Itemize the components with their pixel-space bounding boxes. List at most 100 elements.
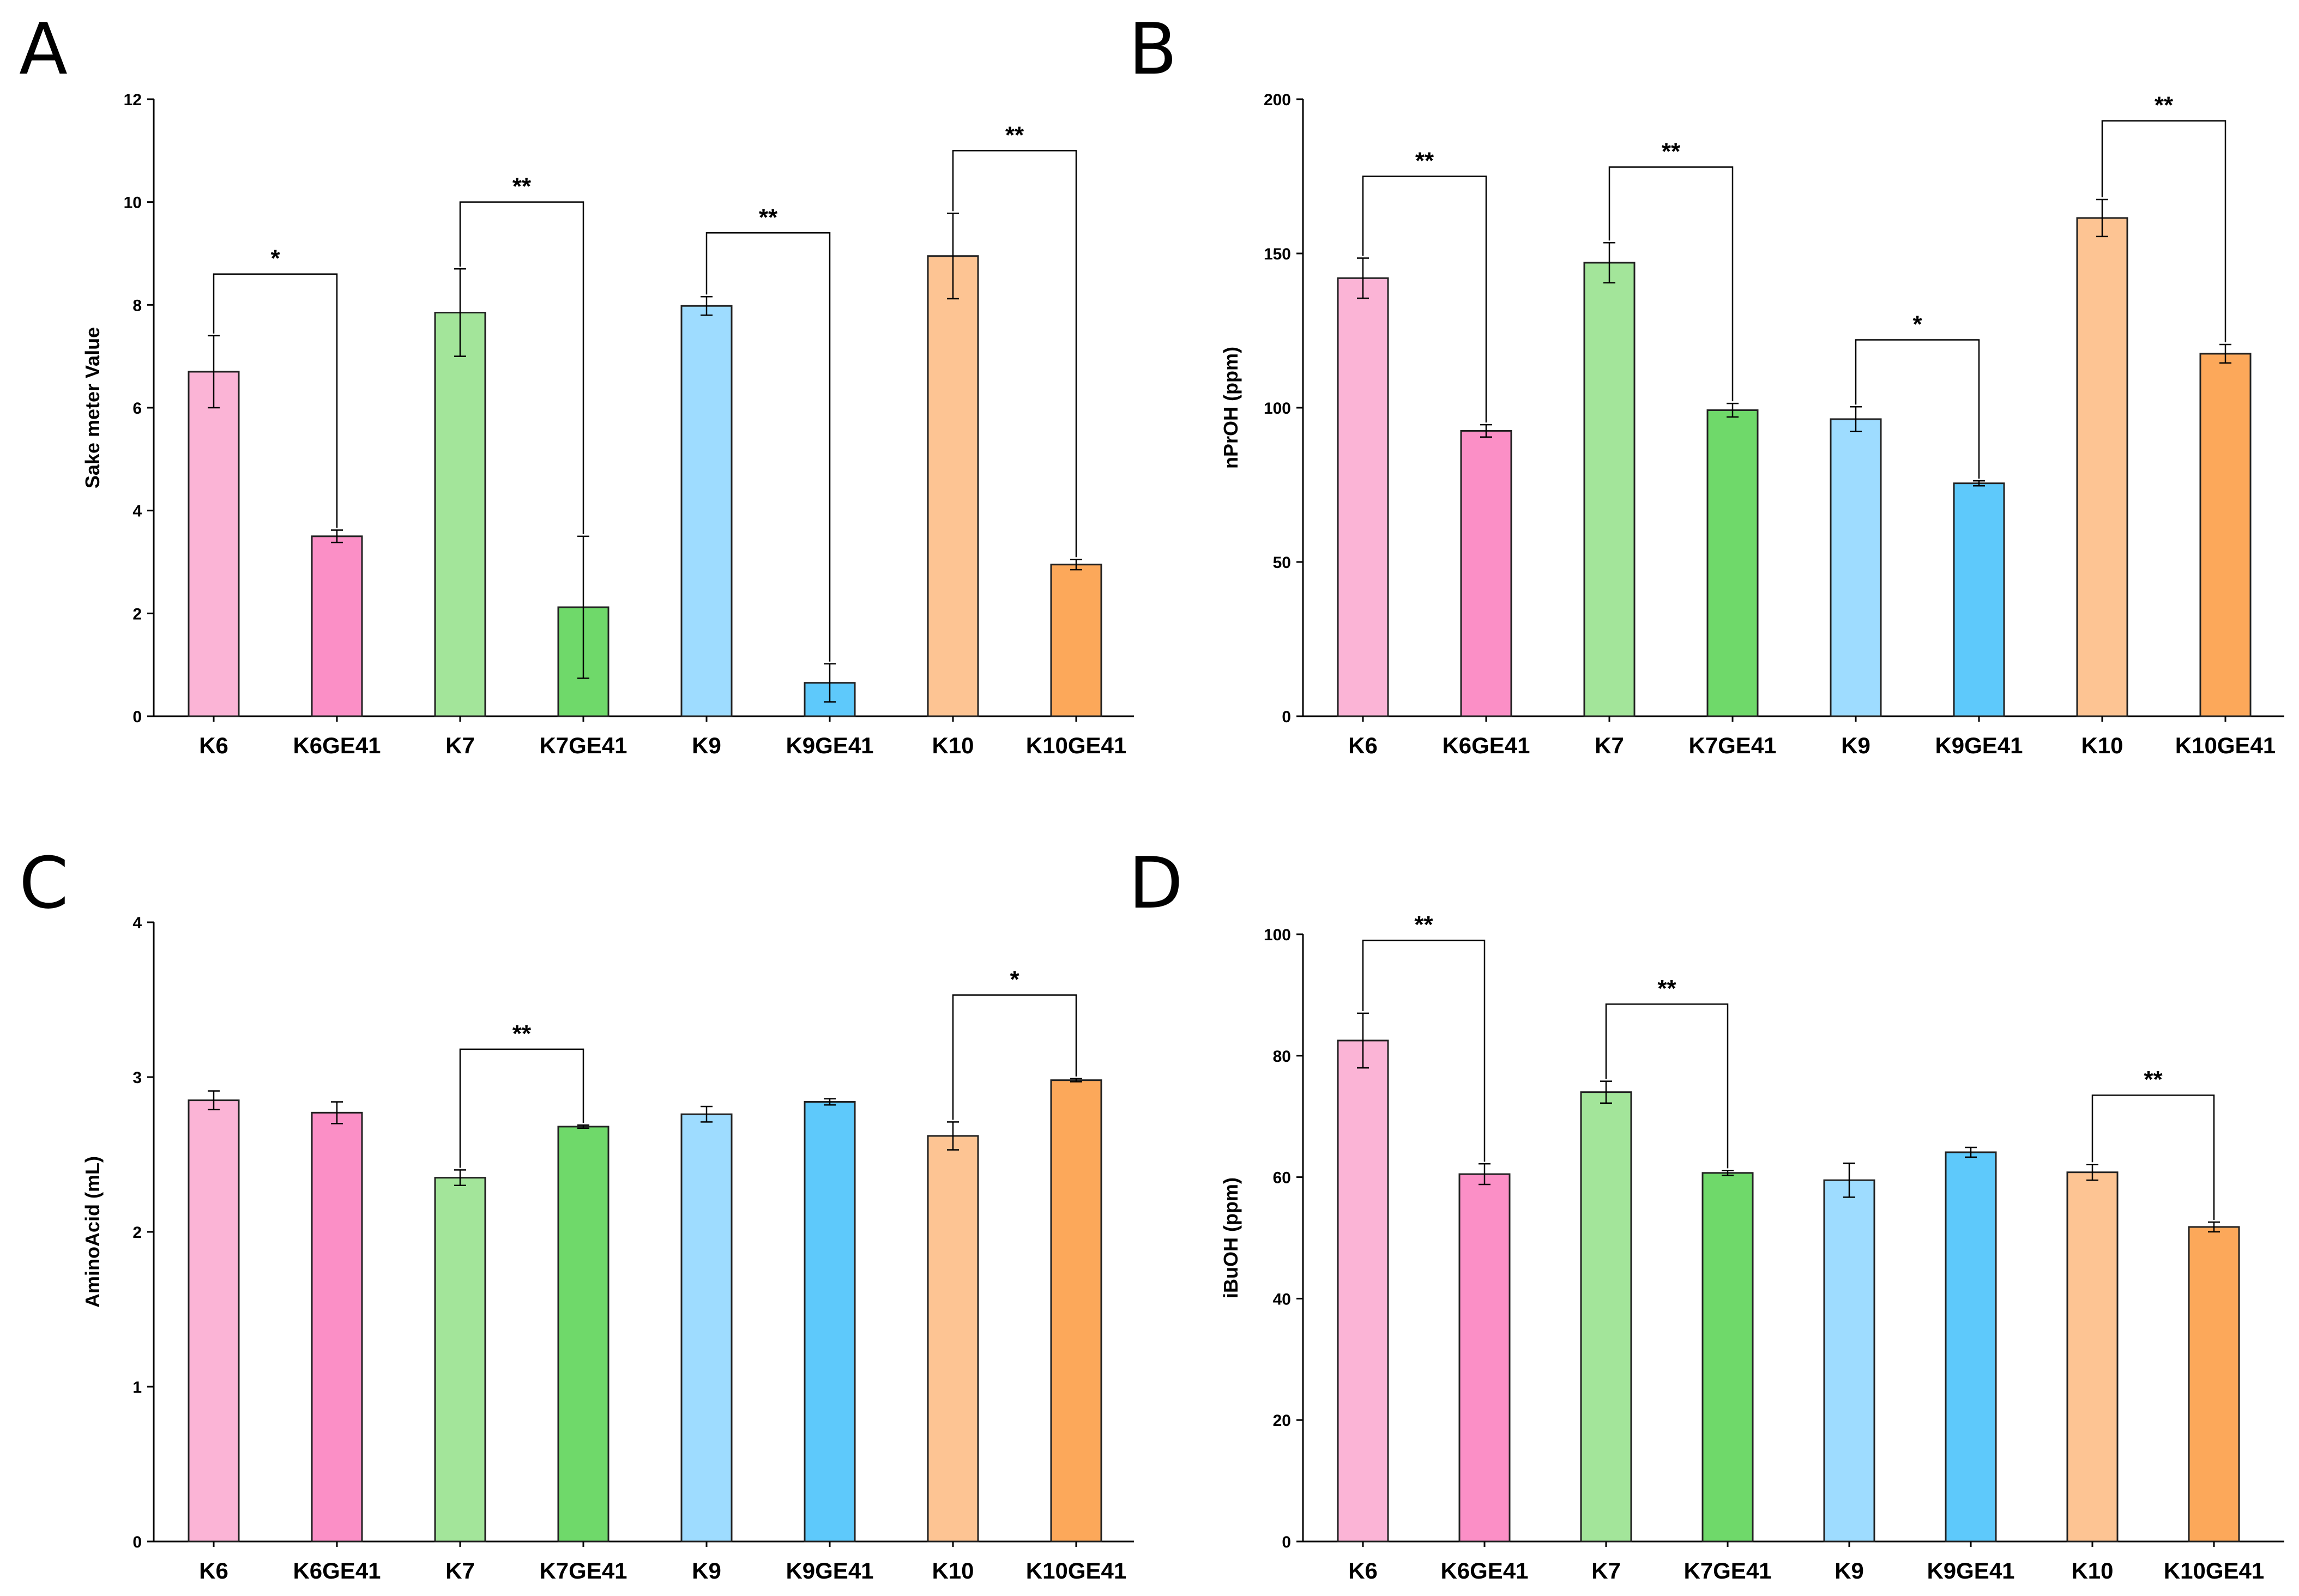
chart-panel-a: A 0 2 4 6 8 10 12 Sake meter Value K6 K6GE41 K7 K7GE… (19, 8, 1134, 758)
error-bar-k6ge41 (331, 1101, 343, 1125)
error-bar-k7 (454, 268, 466, 357)
bar-k9 (1823, 1179, 1875, 1543)
y-tick-label: 2 (132, 605, 142, 623)
x-tick-label: K7GE41 (539, 733, 627, 758)
panel-letter: B (1129, 8, 1177, 90)
x-tick-label: K10GE41 (1026, 1558, 1126, 1583)
x-tick-label: K6 (1348, 1558, 1378, 1583)
significance-label: * (1010, 966, 1019, 993)
y-tick-label: 50 (1273, 554, 1291, 572)
significance-bracket (213, 273, 338, 528)
x-tick-label: K6GE41 (293, 1558, 381, 1583)
chart-panel-b: B 0 50 100 150 200 nPrOH (ppm) K6 K6GE41 K7 K7GE41… (1129, 8, 2284, 758)
y-tick-label: 1 (132, 1379, 142, 1396)
error-bar-k10ge41 (1070, 559, 1082, 571)
error-bar-k9 (701, 1105, 713, 1123)
bar-k10ge41 (1050, 564, 1102, 717)
x-tick-label: K9GE41 (786, 733, 873, 758)
significance-label: ** (1657, 975, 1676, 1002)
error-bar-k7ge41 (577, 535, 589, 679)
bar-k6 (1337, 277, 1389, 717)
bar-k6ge41 (311, 535, 363, 717)
significance-bracket (1362, 939, 1486, 1162)
chart-panel-c: C 0 1 2 3 4 AminoAcid (mL) K6 K6GE41 K7 K7GE41 K9 K9… (19, 842, 1134, 1583)
x-tick-label: K7 (445, 1558, 475, 1583)
error-bar-k9ge41 (824, 1098, 836, 1106)
bar-k6 (188, 1099, 240, 1543)
error-bar-k6 (1357, 1012, 1369, 1069)
bar-k9ge41 (1945, 1151, 1997, 1543)
x-tick-label: K6 (199, 733, 228, 758)
y-tick-label: 40 (1273, 1290, 1291, 1308)
error-bar-k7 (1600, 1080, 1612, 1104)
significance-label: ** (1415, 148, 1434, 174)
significance-bracket (952, 150, 1077, 558)
significance-label: ** (1662, 138, 1681, 165)
error-bar-k7ge41 (577, 1124, 589, 1129)
y-tick-label: 4 (132, 914, 142, 932)
significance-bracket (1608, 166, 1734, 402)
significance-label: * (270, 245, 280, 272)
bar-k10ge41 (1050, 1079, 1102, 1543)
y-tick-label: 20 (1273, 1412, 1291, 1430)
y-tick-label: 3 (132, 1069, 142, 1087)
bar-k9 (680, 1113, 733, 1543)
bar-k7ge41 (557, 1126, 610, 1543)
error-bar-k9ge41 (824, 663, 836, 703)
x-tick-label: K10GE41 (1026, 733, 1126, 758)
significance-bracket (459, 1048, 584, 1168)
error-bar-k6ge41 (1479, 1163, 1491, 1186)
error-bar-k9ge41 (1965, 1146, 1977, 1158)
y-tick-label: 6 (132, 400, 142, 418)
bar-k7 (434, 311, 486, 717)
error-bar-k6ge41 (1480, 424, 1492, 438)
bar-k10 (927, 1135, 979, 1543)
x-tick-label: K6GE41 (293, 733, 381, 758)
error-bar-k9ge41 (1973, 480, 1985, 487)
error-bar-k10 (2086, 1163, 2098, 1181)
y-tick-label: 200 (1264, 91, 1291, 109)
bar-k10 (927, 255, 979, 717)
error-bar-k10ge41 (2208, 1221, 2220, 1233)
significance-bracket (2091, 1094, 2215, 1220)
x-tick-label: K7GE41 (1683, 1558, 1771, 1583)
chart-panel-d: D 0 20 40 60 80 100 iBuOH (ppm) K6 K6GE41 K7 K7GE41… (1129, 842, 2284, 1583)
error-bar-k6 (208, 335, 220, 409)
significance-bracket (459, 201, 584, 534)
bar-k7 (434, 1177, 486, 1543)
error-bar-k10 (947, 1121, 959, 1151)
significance-bracket (952, 994, 1077, 1120)
error-bar-k9 (1850, 406, 1862, 432)
x-tick-label: K9 (1841, 733, 1870, 758)
bar-k9 (680, 305, 733, 717)
significance-label: ** (759, 204, 778, 231)
x-tick-label: K9GE41 (786, 1558, 873, 1583)
significance-bracket (1362, 176, 1487, 423)
y-tick-label: 80 (1273, 1048, 1291, 1066)
x-tick-label: K7GE41 (1688, 733, 1776, 758)
x-tick-label: K9 (692, 1558, 721, 1583)
bar-k7ge41 (1701, 1172, 1754, 1543)
y-tick-label: 2 (132, 1224, 142, 1242)
bar-k6ge41 (311, 1111, 363, 1543)
error-bar-k10ge41 (2219, 343, 2231, 364)
bar-k10ge41 (2188, 1226, 2240, 1543)
panel-letter: D (1129, 842, 1183, 924)
bar-k7 (1583, 262, 1636, 717)
significance-label: ** (512, 1020, 532, 1047)
error-bar-k10 (947, 213, 959, 300)
x-tick-label: K10 (932, 1558, 974, 1583)
x-tick-label: K10 (2081, 733, 2123, 758)
significance-label: ** (2155, 92, 2174, 119)
y-tick-label: 150 (1264, 245, 1291, 263)
x-tick-label: K6 (199, 1558, 228, 1583)
error-bar-k9 (1843, 1162, 1855, 1198)
x-tick-label: K10 (2071, 1558, 2113, 1583)
significance-label: ** (512, 173, 532, 200)
panel-letter: C (19, 842, 69, 924)
y-axis-label: iBuOH (ppm) (1220, 1177, 1242, 1298)
significance-bracket (1855, 339, 1980, 479)
x-tick-label: K9GE41 (1927, 1558, 2014, 1583)
bar-k10 (2076, 217, 2128, 717)
